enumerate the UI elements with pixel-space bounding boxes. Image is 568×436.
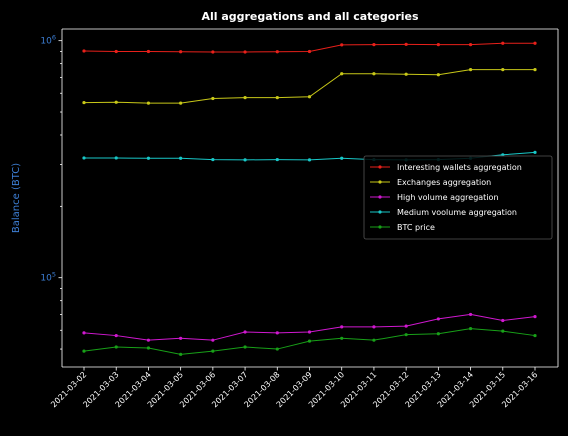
data-point [243,158,247,162]
legend-marker [378,180,382,184]
y-axis-label: Balance (BTC) [11,163,22,233]
data-point [146,49,151,54]
data-point [114,333,118,338]
data-point [243,96,247,100]
data-point [372,43,376,47]
legend-label: BTC price [397,223,435,232]
legend-marker [378,165,382,169]
data-point [179,336,183,340]
data-point [211,50,215,54]
data-point [533,150,537,154]
data-point [146,338,151,342]
data-point [82,349,86,353]
legend-item: High volume aggregation [370,193,499,202]
data-point [211,338,215,342]
data-point [243,345,247,349]
data-point [501,41,505,45]
data-point [404,333,408,337]
data-point [179,352,183,356]
data-point [114,49,118,54]
data-point [307,158,312,162]
data-point [436,317,440,321]
series-1 [82,67,537,105]
data-point [82,156,86,160]
data-point [533,333,537,338]
data-point [307,339,312,343]
data-point [114,100,118,104]
data-point [533,67,537,72]
data-point [82,100,86,105]
data-point [340,156,344,160]
legend-item: Exchanges aggregation [370,178,491,187]
data-point [275,157,279,162]
data-point [307,95,312,99]
legend-marker [378,225,382,229]
data-point [404,42,408,46]
data-point [372,338,376,342]
data-point [501,329,505,333]
data-point [340,43,344,47]
legend-label: High volume aggregation [397,193,499,202]
legend-marker [378,195,382,199]
data-point [211,349,215,353]
data-point [82,331,86,335]
data-point [211,157,215,162]
data-point [404,324,408,328]
data-point [404,72,408,76]
data-point [82,49,86,53]
data-point [340,336,344,340]
legend-marker [378,210,382,214]
data-point [436,332,440,336]
chart-title: All aggregations and all categories [201,10,419,23]
data-point [468,326,473,331]
data-point [340,325,344,329]
data-point [436,43,440,47]
data-point [468,43,473,47]
data-point [275,96,279,100]
legend-label: Interesting wallets aggregation [397,163,522,172]
data-point [146,101,151,105]
series-layer [82,41,537,356]
data-point [340,72,344,76]
data-point [468,312,473,317]
data-point [468,67,473,72]
data-point [146,346,151,350]
data-point [179,156,183,160]
data-point [501,318,505,323]
legend-item: Interesting wallets aggregation [370,163,522,172]
data-point [533,315,537,319]
data-point [501,153,505,157]
legend-item: Medium voolume aggregation [370,208,517,217]
data-point [243,330,247,334]
data-point [307,49,312,54]
series-0 [82,41,537,54]
series-4 [82,326,537,356]
data-point [533,41,537,45]
data-point [307,330,312,334]
data-point [243,50,247,54]
data-point [501,67,505,72]
data-point [372,325,376,329]
data-point [275,347,279,351]
legend: Interesting wallets aggregation Exchanges… [363,155,553,240]
series-2 [82,312,537,342]
data-point [114,345,118,349]
data-point [211,96,215,101]
data-point [436,73,440,77]
legend-label: Exchanges aggregation [397,178,491,187]
data-point [179,101,183,105]
legend-box [363,155,553,240]
data-point [146,156,151,160]
data-point [114,156,118,160]
data-point [179,50,183,54]
axes-frame [61,28,559,368]
data-point [372,72,376,76]
data-point [275,50,279,54]
legend-label: Medium voolume aggregation [397,208,517,217]
data-point [275,331,279,335]
legend-item: BTC price [370,223,435,232]
